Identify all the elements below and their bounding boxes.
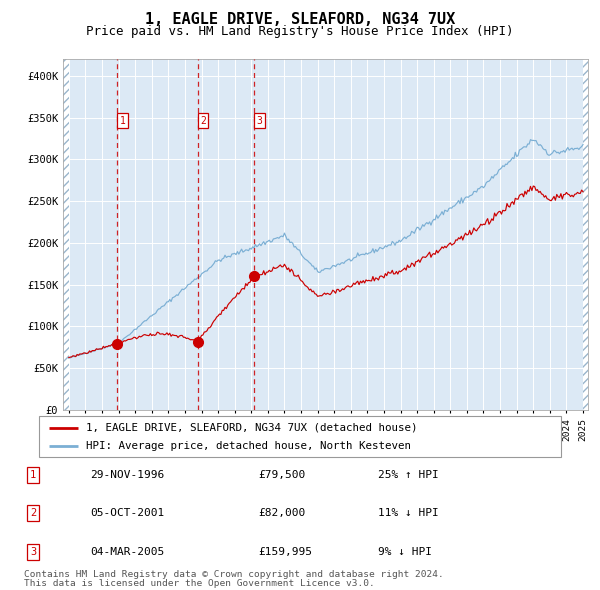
Text: This data is licensed under the Open Government Licence v3.0.: This data is licensed under the Open Gov… — [24, 579, 375, 588]
Bar — [63, 59, 69, 410]
Text: 29-NOV-1996: 29-NOV-1996 — [90, 470, 164, 480]
Text: 25% ↑ HPI: 25% ↑ HPI — [378, 470, 439, 480]
FancyBboxPatch shape — [39, 416, 561, 457]
Bar — [583, 59, 588, 410]
Text: Price paid vs. HM Land Registry's House Price Index (HPI): Price paid vs. HM Land Registry's House … — [86, 25, 514, 38]
Text: £159,995: £159,995 — [258, 547, 312, 556]
Text: 2: 2 — [30, 509, 36, 518]
Text: £79,500: £79,500 — [258, 470, 305, 480]
Text: 11% ↓ HPI: 11% ↓ HPI — [378, 509, 439, 518]
Text: 04-MAR-2005: 04-MAR-2005 — [90, 547, 164, 556]
Text: 3: 3 — [30, 547, 36, 556]
Text: 9% ↓ HPI: 9% ↓ HPI — [378, 547, 432, 556]
Text: 05-OCT-2001: 05-OCT-2001 — [90, 509, 164, 518]
Text: 1, EAGLE DRIVE, SLEAFORD, NG34 7UX: 1, EAGLE DRIVE, SLEAFORD, NG34 7UX — [145, 12, 455, 27]
Text: 1: 1 — [119, 116, 125, 126]
Text: 1, EAGLE DRIVE, SLEAFORD, NG34 7UX (detached house): 1, EAGLE DRIVE, SLEAFORD, NG34 7UX (deta… — [86, 422, 418, 432]
Text: Contains HM Land Registry data © Crown copyright and database right 2024.: Contains HM Land Registry data © Crown c… — [24, 570, 444, 579]
Text: HPI: Average price, detached house, North Kesteven: HPI: Average price, detached house, Nort… — [86, 441, 411, 451]
Text: £82,000: £82,000 — [258, 509, 305, 518]
Text: 1: 1 — [30, 470, 36, 480]
Text: 2: 2 — [200, 116, 206, 126]
Text: 3: 3 — [257, 116, 262, 126]
